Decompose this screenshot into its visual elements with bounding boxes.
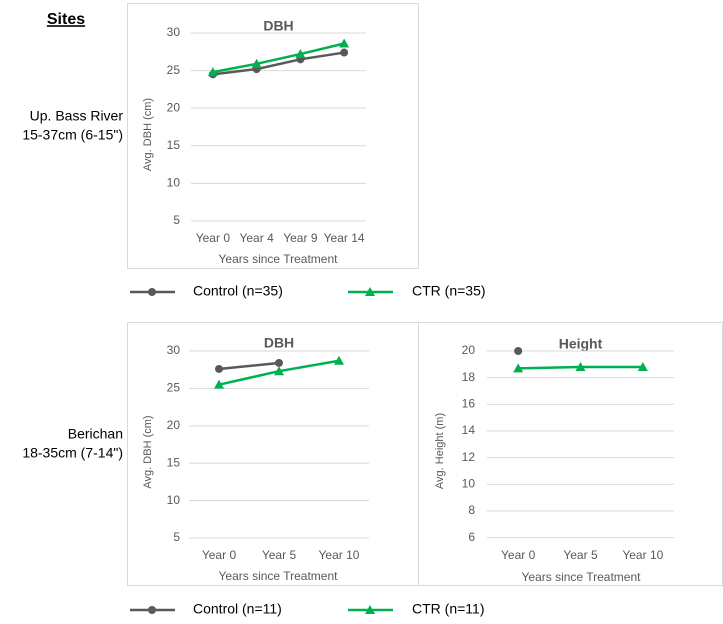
legend-label: CTR (n=11): [412, 601, 484, 617]
y-tick-label: 18: [462, 370, 476, 384]
legend-label: Control (n=35): [193, 283, 283, 299]
x-tick-label: Year 14: [324, 231, 365, 245]
marker: [295, 49, 306, 59]
legend-label: CTR (n=35): [412, 283, 486, 299]
legend-label: Control (n=11): [193, 601, 282, 617]
marker: [251, 58, 262, 68]
y-tick-label: 14: [462, 423, 476, 437]
marker: [275, 358, 283, 367]
chart-frame: [127, 322, 419, 586]
x-tick-label: Year 0: [202, 548, 237, 562]
marker: [214, 379, 224, 389]
x-axis-title: Years since Treatment: [522, 570, 642, 584]
y-tick-label: 8: [468, 503, 475, 517]
y-tick-label: 15: [167, 138, 181, 152]
marker: [340, 48, 349, 57]
y-tick-label: 10: [167, 493, 181, 507]
marker: [339, 38, 350, 48]
y-tick-label: 12: [462, 450, 476, 464]
y-tick-label: 15: [167, 455, 181, 469]
sites-heading: Sites: [47, 11, 85, 28]
x-tick-label: Year 0: [196, 231, 231, 245]
series-line: [212, 51, 345, 76]
site-range: 15-37cm (6-15"): [22, 127, 123, 143]
y-tick-label: 20: [167, 100, 181, 114]
series-line: [218, 361, 280, 371]
x-tick-label: Year 4: [239, 231, 274, 245]
marker: [207, 67, 218, 77]
y-axis-title: Avg. DBH (cm): [142, 98, 154, 171]
marker: [575, 362, 586, 371]
x-tick-label: Year 9: [283, 231, 318, 245]
site-name: Berichan: [68, 426, 123, 442]
marker: [274, 366, 284, 376]
y-tick-label: 20: [462, 343, 476, 357]
x-tick-label: Year 10: [319, 548, 360, 562]
chart-frame: [127, 3, 419, 269]
x-axis-title: Years since Treatment: [219, 252, 339, 266]
chart-title: DBH: [263, 18, 293, 34]
x-tick-label: Year 5: [262, 548, 297, 562]
marker: [148, 288, 156, 296]
y-tick-label: 25: [167, 381, 181, 395]
y-axis-title: Avg. Height (m): [434, 413, 446, 489]
x-tick-label: Year 5: [563, 548, 598, 562]
chart-title: Height: [559, 336, 603, 352]
y-tick-label: 16: [462, 397, 476, 411]
marker: [514, 347, 523, 355]
x-tick-label: Year 10: [622, 548, 663, 562]
marker: [148, 606, 156, 614]
y-tick-label: 6: [468, 530, 475, 544]
y-tick-label: 25: [167, 63, 181, 77]
marker: [637, 362, 648, 371]
marker: [334, 355, 344, 365]
marker: [365, 287, 375, 296]
x-axis-title: Years since Treatment: [219, 569, 339, 583]
site-name: Up. Bass River: [30, 108, 124, 124]
y-tick-label: 30: [167, 25, 181, 39]
marker: [365, 605, 375, 614]
site-range: 18-35cm (7-14"): [22, 445, 123, 461]
series-line: [212, 42, 345, 74]
y-axis-title: Avg. DBH (cm): [142, 415, 154, 488]
y-tick-label: 10: [167, 176, 181, 190]
chart-title: DBH: [264, 335, 294, 351]
y-tick-label: 10: [462, 477, 476, 491]
x-tick-label: Year 0: [501, 548, 536, 562]
y-tick-label: 30: [167, 343, 181, 357]
y-tick-label: 5: [173, 213, 180, 227]
marker: [513, 363, 524, 373]
y-tick-label: 20: [167, 418, 181, 432]
marker: [215, 364, 223, 373]
y-tick-label: 5: [173, 530, 180, 544]
